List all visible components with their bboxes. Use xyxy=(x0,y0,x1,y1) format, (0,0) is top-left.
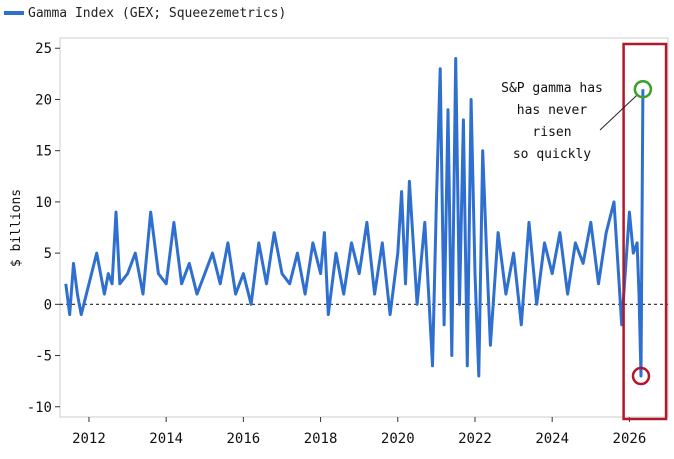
x-tick-label: 2014 xyxy=(149,431,183,447)
recent-period-highlight-box xyxy=(622,42,668,421)
annotation-line-4: so quickly xyxy=(513,147,591,162)
gamma-index-line xyxy=(64,57,645,378)
y-axis-label: $ billions xyxy=(9,189,24,267)
y-tick-label: 10 xyxy=(35,195,52,211)
recent-high-circle xyxy=(633,79,653,99)
y-tick-label: -5 xyxy=(35,349,52,365)
x-tick-label: 2020 xyxy=(381,431,415,447)
annotation-line-3: risen xyxy=(532,125,571,140)
x-tick-label: 2016 xyxy=(227,431,261,447)
x-tick-label: 2024 xyxy=(535,431,569,447)
y-tick-label: 20 xyxy=(35,92,52,108)
y-axis-ticks: -10 -5 0 5 10 15 20 25 xyxy=(27,41,60,416)
x-tick-label: 2012 xyxy=(72,431,106,447)
y-tick-label: -10 xyxy=(27,400,52,416)
annotation: S&P gamma has has never risen so quickly xyxy=(501,81,638,162)
x-tick-label: 2018 xyxy=(304,431,338,447)
legend: Gamma Index (GEX; Squeezemetrics) xyxy=(4,6,286,21)
marker-circles xyxy=(631,79,653,386)
legend-label: Gamma Index (GEX; Squeezemetrics) xyxy=(28,6,286,21)
annotation-pointer xyxy=(599,94,638,131)
annotation-line-1: S&P gamma has xyxy=(501,81,603,96)
x-tick-label: 2022 xyxy=(458,431,492,447)
y-tick-label: 0 xyxy=(44,297,52,313)
annotation-line-2: has never xyxy=(517,103,588,118)
y-tick-label: 25 xyxy=(35,41,52,57)
y-tick-label: 15 xyxy=(35,144,52,160)
x-tick-label: 2026 xyxy=(613,431,647,447)
plot-area xyxy=(59,37,669,418)
x-axis-ticks: 2012 2014 2016 2018 2020 2022 2024 2026 xyxy=(72,417,646,447)
y-tick-label: 5 xyxy=(44,246,52,262)
recent-low-circle xyxy=(631,366,651,386)
